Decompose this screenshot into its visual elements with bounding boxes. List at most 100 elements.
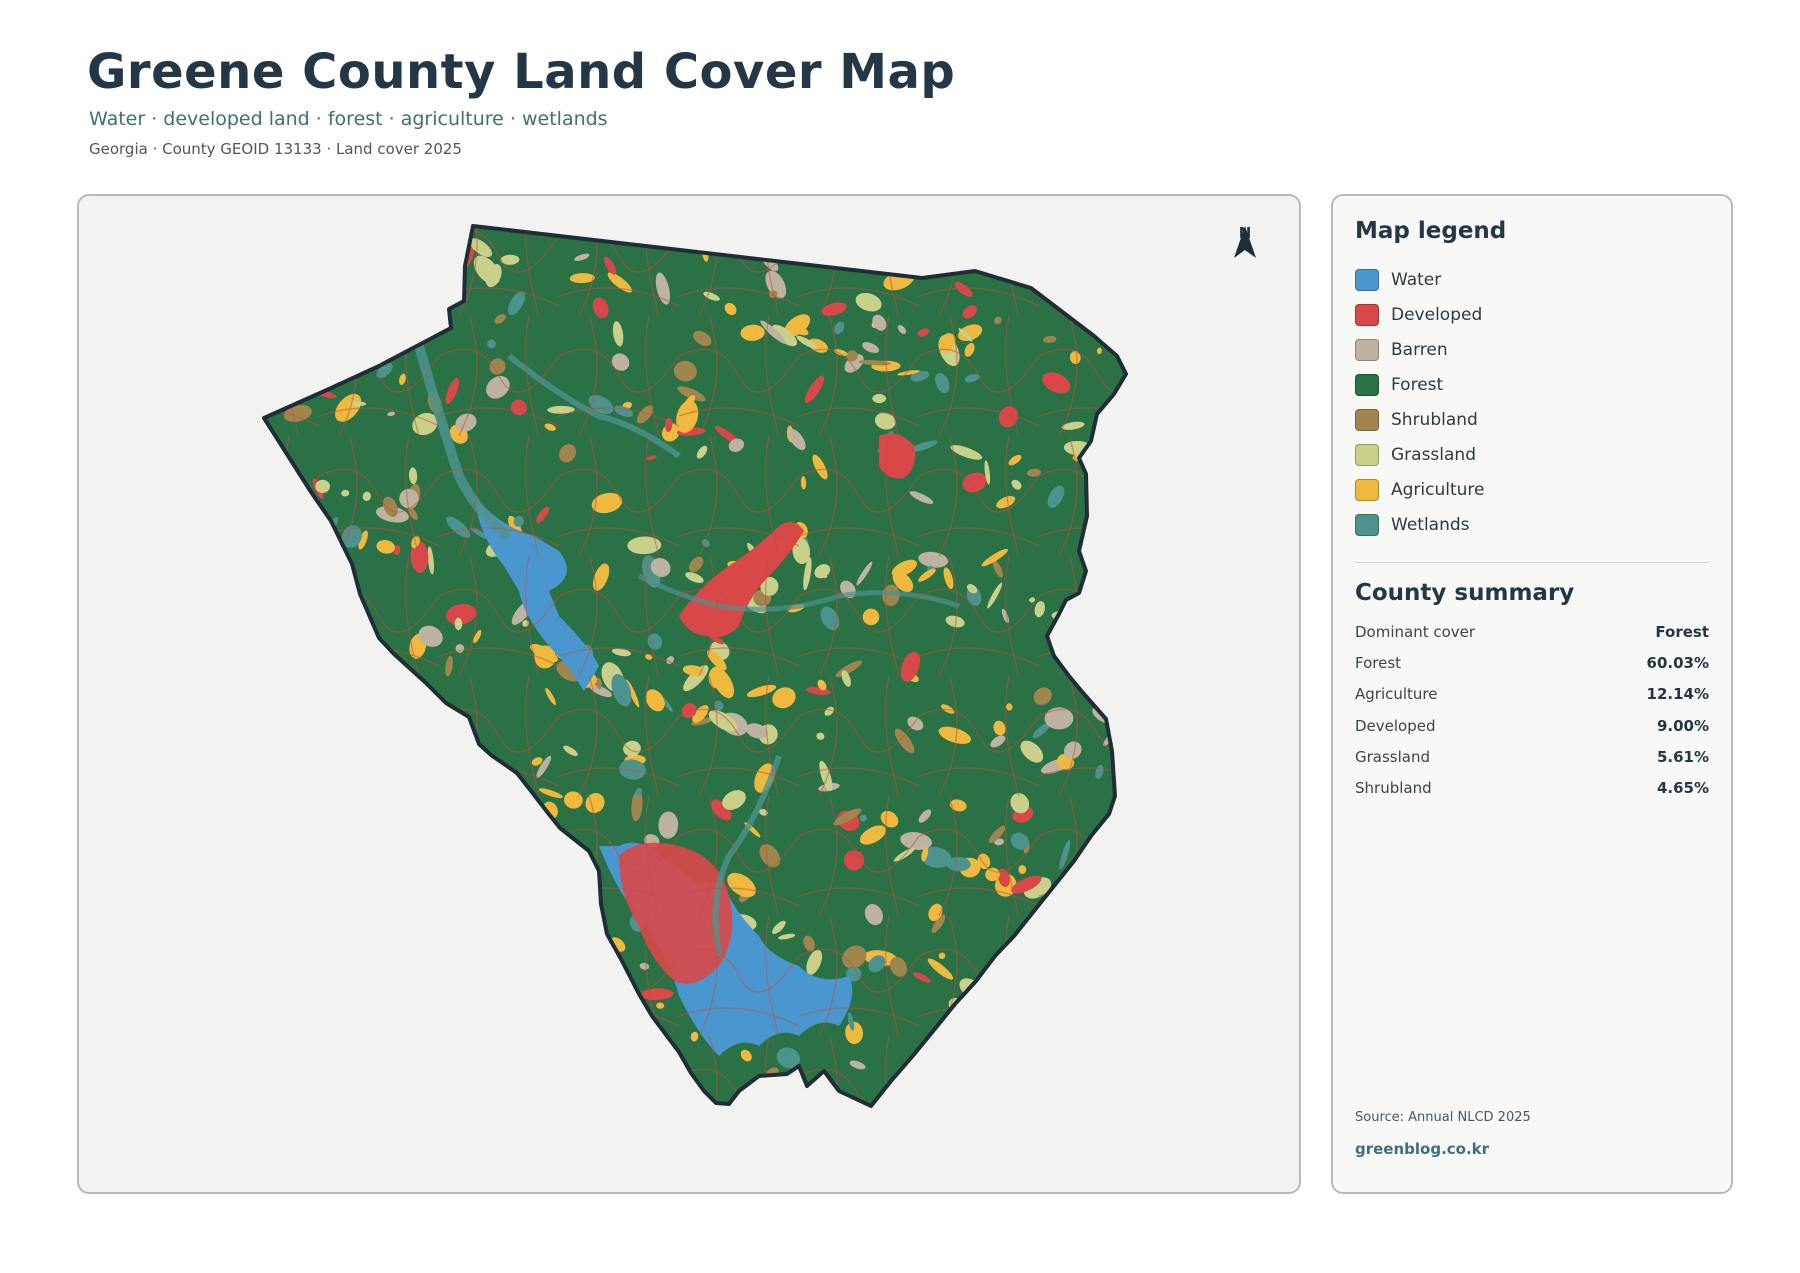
land-cover-patch <box>1087 593 1101 603</box>
land-cover-patch <box>464 1031 476 1065</box>
land-cover-patch <box>368 247 400 259</box>
summary-value: 60.03% <box>1646 653 1709 672</box>
land-cover-patch <box>1102 257 1112 270</box>
land-cover-patch <box>430 1030 442 1046</box>
land-cover-patch <box>385 868 397 877</box>
land-cover-patch <box>572 1069 593 1095</box>
legend-label: Developed <box>1391 304 1483 325</box>
land-cover-patch <box>319 576 338 594</box>
land-cover-patch <box>459 904 478 916</box>
land-cover-patch <box>323 593 336 618</box>
legend-label: Agriculture <box>1391 479 1485 500</box>
land-cover-patch <box>347 991 372 1018</box>
site-link[interactable]: greenblog.co.kr <box>1355 1140 1490 1158</box>
land-cover-patch <box>1080 1091 1100 1106</box>
land-cover-patch <box>1066 235 1085 252</box>
land-cover-patch <box>333 738 359 752</box>
land-cover-patch <box>1078 1083 1087 1099</box>
legend-label: Shrubland <box>1391 409 1478 430</box>
legend-swatch <box>1355 373 1379 396</box>
land-cover-patch <box>562 1064 580 1093</box>
land-cover-patch <box>404 1021 423 1042</box>
source-note: Source: Annual NLCD 2025 <box>1355 1110 1531 1125</box>
land-cover-patch <box>323 586 340 606</box>
land-cover-patch <box>529 1038 543 1051</box>
legend-swatch <box>1355 443 1379 466</box>
summary-value: 12.14% <box>1646 685 1709 704</box>
legend-swatch <box>1355 338 1379 361</box>
land-cover-patch <box>912 1103 930 1106</box>
summary-label: Dominant cover <box>1355 622 1476 641</box>
legend-swatch <box>1355 303 1379 326</box>
land-cover-patch <box>370 730 378 737</box>
land-cover-patch <box>285 866 305 898</box>
land-cover-patch <box>446 860 459 881</box>
land-cover-patch <box>533 1062 542 1076</box>
land-cover-patch <box>1120 896 1126 904</box>
land-cover-patch <box>541 1066 556 1078</box>
legend-item-agriculture: Agriculture <box>1355 472 1485 507</box>
land-cover-patch <box>1095 688 1113 700</box>
land-cover-patch <box>310 984 323 1014</box>
land-cover-patch <box>908 232 920 248</box>
land-cover-patch <box>561 897 579 908</box>
land-cover-patch <box>337 356 346 373</box>
land-cover-patch <box>294 343 308 355</box>
legend-item-developed: Developed <box>1355 297 1485 332</box>
land-cover-patch <box>342 816 365 845</box>
map-panel[interactable]: N <box>77 194 1301 1194</box>
legend-swatch <box>1355 268 1379 291</box>
summary-label: Forest <box>1355 653 1402 672</box>
legend-swatch <box>1355 408 1379 431</box>
land-cover-patch <box>343 289 353 299</box>
summary-label: Agriculture <box>1355 685 1438 704</box>
summary-row: Developed 9.00% <box>1355 710 1709 741</box>
land-cover-patch <box>296 723 319 752</box>
land-cover-patch <box>568 1105 584 1124</box>
page-meta: Georgia · County GEOID 13133 · Land cove… <box>89 140 462 158</box>
legend-item-shrubland: Shrubland <box>1355 402 1485 437</box>
legend-title: Map legend <box>1355 218 1507 244</box>
land-cover-patch <box>1112 502 1126 517</box>
summary-row: Agriculture 12.14% <box>1355 679 1709 710</box>
land-cover-patch <box>566 1024 576 1058</box>
divider <box>1355 562 1709 563</box>
summary-row: Dominant cover Forest <box>1355 616 1709 647</box>
land-cover-patch <box>411 748 420 757</box>
legend-label: Barren <box>1391 339 1448 360</box>
land-cover-patch <box>264 934 285 946</box>
land-cover-patch <box>593 945 609 975</box>
land-cover-patch <box>1042 1099 1067 1106</box>
land-cover-patch <box>495 1099 528 1106</box>
land-cover-patch <box>264 775 287 790</box>
land-cover-patch <box>465 759 486 768</box>
land-cover-patch <box>432 728 450 737</box>
land-cover-patch <box>303 979 311 985</box>
land-cover-patch <box>391 1044 407 1065</box>
land-cover-patch <box>464 1005 475 1015</box>
land-cover-patch <box>1017 251 1029 266</box>
land-cover-patch <box>307 772 322 790</box>
legend-label: Grassland <box>1391 444 1476 465</box>
land-cover-patch <box>633 1050 654 1069</box>
land-cover-patch <box>561 892 577 905</box>
land-cover-patch <box>374 235 397 244</box>
land-cover-patch <box>283 745 300 761</box>
road-network <box>264 226 1126 1106</box>
land-cover-patch <box>307 1069 327 1088</box>
land-cover-raster <box>264 226 1126 1124</box>
land-cover-patch <box>439 1002 447 1010</box>
land-cover-patch <box>1086 299 1100 316</box>
land-cover-patch <box>477 894 508 913</box>
land-cover-patch <box>275 506 294 526</box>
summary-value: 9.00% <box>1656 716 1709 735</box>
land-cover-patch <box>391 778 406 793</box>
land-cover-patch <box>435 705 441 738</box>
land-cover-patch <box>507 1051 523 1072</box>
legend-panel: Map legend Water Developed Barren Forest Shr… <box>1331 194 1733 1194</box>
summary-row: Shrubland 4.65% <box>1355 772 1709 803</box>
land-cover-patch <box>438 925 461 945</box>
land-cover-patch <box>643 1055 660 1082</box>
land-cover-patch <box>495 1004 522 1033</box>
legend-item-water: Water <box>1355 262 1485 297</box>
